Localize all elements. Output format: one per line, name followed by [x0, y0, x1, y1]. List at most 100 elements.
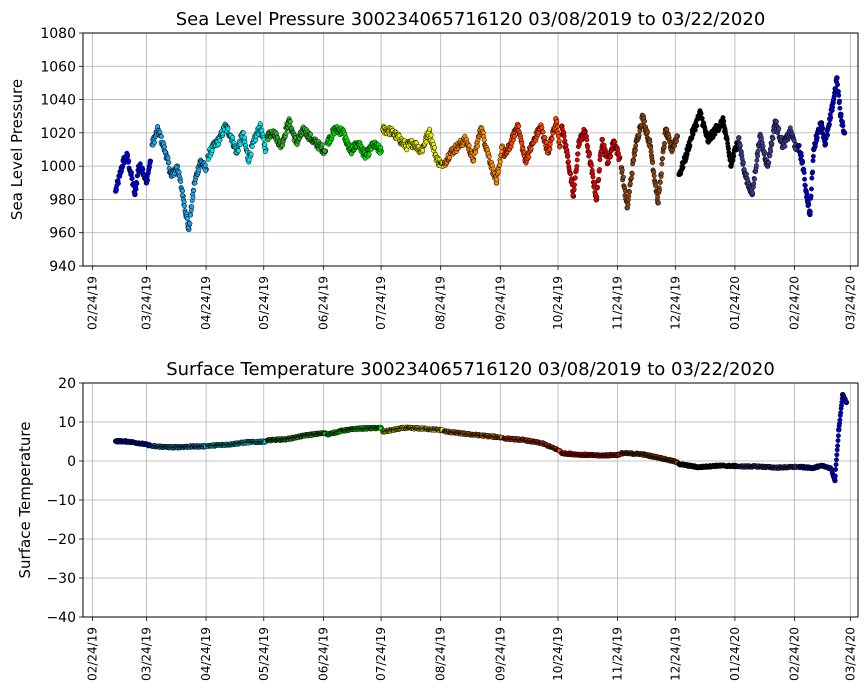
data-point [833, 462, 839, 468]
data-point [767, 153, 773, 159]
data-point [248, 151, 254, 157]
data-point [632, 147, 638, 153]
x-tick-label: 09/24/19 [493, 276, 507, 330]
data-point [129, 170, 134, 175]
data-point [497, 159, 503, 165]
data-point [825, 132, 831, 138]
data-point [554, 119, 560, 125]
temperature-chart-title: Surface Temperature 300234065716120 03/0… [166, 359, 775, 380]
data-point [655, 194, 661, 200]
data-point [657, 187, 662, 193]
series-9 [618, 449, 680, 466]
data-point [188, 212, 194, 218]
data-point [720, 115, 726, 121]
data-point [633, 143, 639, 149]
pressure-axes-frame [82, 32, 859, 267]
data-point [147, 160, 153, 166]
data-point [137, 161, 143, 167]
pressure-y-axis: 940 960 980 1000 1020 1040 1060 1080 [40, 26, 83, 275]
data-point [642, 118, 647, 124]
data-point [561, 133, 567, 139]
data-point [659, 161, 665, 167]
data-point [627, 189, 632, 195]
data-point [830, 104, 836, 110]
data-point [126, 158, 132, 164]
data-point [549, 136, 555, 142]
data-point [626, 193, 632, 199]
data-point [240, 130, 246, 136]
x-tick-label: 03/24/19 [139, 276, 153, 330]
data-point [145, 177, 151, 183]
data-point [162, 144, 167, 150]
data-point [736, 135, 742, 141]
data-point [262, 149, 268, 155]
data-point [516, 123, 522, 129]
data-point [810, 153, 816, 159]
series-10 [676, 108, 740, 178]
y-tick-label: 960 [49, 226, 76, 242]
data-point [139, 165, 145, 171]
data-point [319, 142, 325, 148]
data-point [594, 194, 600, 200]
y-tick-label: 1020 [40, 126, 76, 142]
series-1 [149, 442, 209, 451]
x-tick-label: 10/24/19 [551, 627, 565, 681]
x-tick-label: 11/24/19 [611, 627, 625, 681]
series-4 [324, 124, 384, 161]
data-point [837, 417, 843, 423]
series-5 [380, 123, 446, 169]
data-point [572, 175, 578, 181]
series-11 [736, 118, 800, 198]
x-tick-label: 07/24/19 [374, 627, 388, 681]
data-point [826, 123, 832, 129]
data-point [754, 157, 760, 163]
data-point [629, 171, 635, 177]
data-point [595, 184, 601, 190]
data-point [601, 142, 607, 148]
data-point [542, 135, 548, 140]
data-point [557, 144, 562, 150]
series-6 [441, 125, 505, 186]
pressure-y-axis-label: Sea Level Pressure [8, 79, 26, 220]
data-point [191, 188, 197, 194]
pressure-series [112, 75, 848, 233]
y-tick-label: 1000 [40, 159, 76, 175]
temperature-y-axis: −40 −30 −20 −10 0 10 20 [46, 376, 83, 626]
data-point [261, 136, 267, 142]
x-tick-label: 02/24/19 [86, 276, 100, 330]
data-point [427, 126, 432, 132]
data-point [662, 140, 667, 146]
data-point [178, 179, 184, 185]
x-tick-label: 03/24/19 [139, 627, 153, 681]
data-point [125, 152, 131, 158]
data-point [574, 157, 580, 163]
data-point [838, 111, 844, 117]
data-point [687, 142, 693, 148]
data-point [114, 187, 119, 193]
x-tick-label: 02/24/19 [86, 627, 100, 681]
y-tick-label: −40 [46, 610, 76, 626]
data-point [196, 167, 202, 173]
series-8 [559, 450, 623, 459]
data-point [432, 145, 437, 151]
series-4 [324, 424, 384, 438]
series-2 [205, 438, 269, 450]
data-point [752, 176, 757, 182]
data-point [473, 149, 479, 155]
data-point [737, 143, 743, 148]
data-point [744, 171, 749, 177]
series-11 [736, 463, 800, 471]
data-point [189, 204, 195, 210]
data-point [835, 438, 841, 443]
data-point [133, 186, 139, 192]
pressure-panel: 02/24/19 03/24/19 04/24/19 05/24/19 06/24/19… [8, 9, 859, 330]
x-tick-label: 03/24/20 [843, 627, 857, 681]
data-point [249, 144, 255, 150]
data-point [625, 202, 631, 208]
data-point [528, 146, 534, 152]
data-point [751, 181, 757, 187]
data-point [165, 155, 171, 161]
data-point [636, 132, 642, 138]
data-point [592, 181, 597, 187]
data-point [608, 154, 614, 159]
